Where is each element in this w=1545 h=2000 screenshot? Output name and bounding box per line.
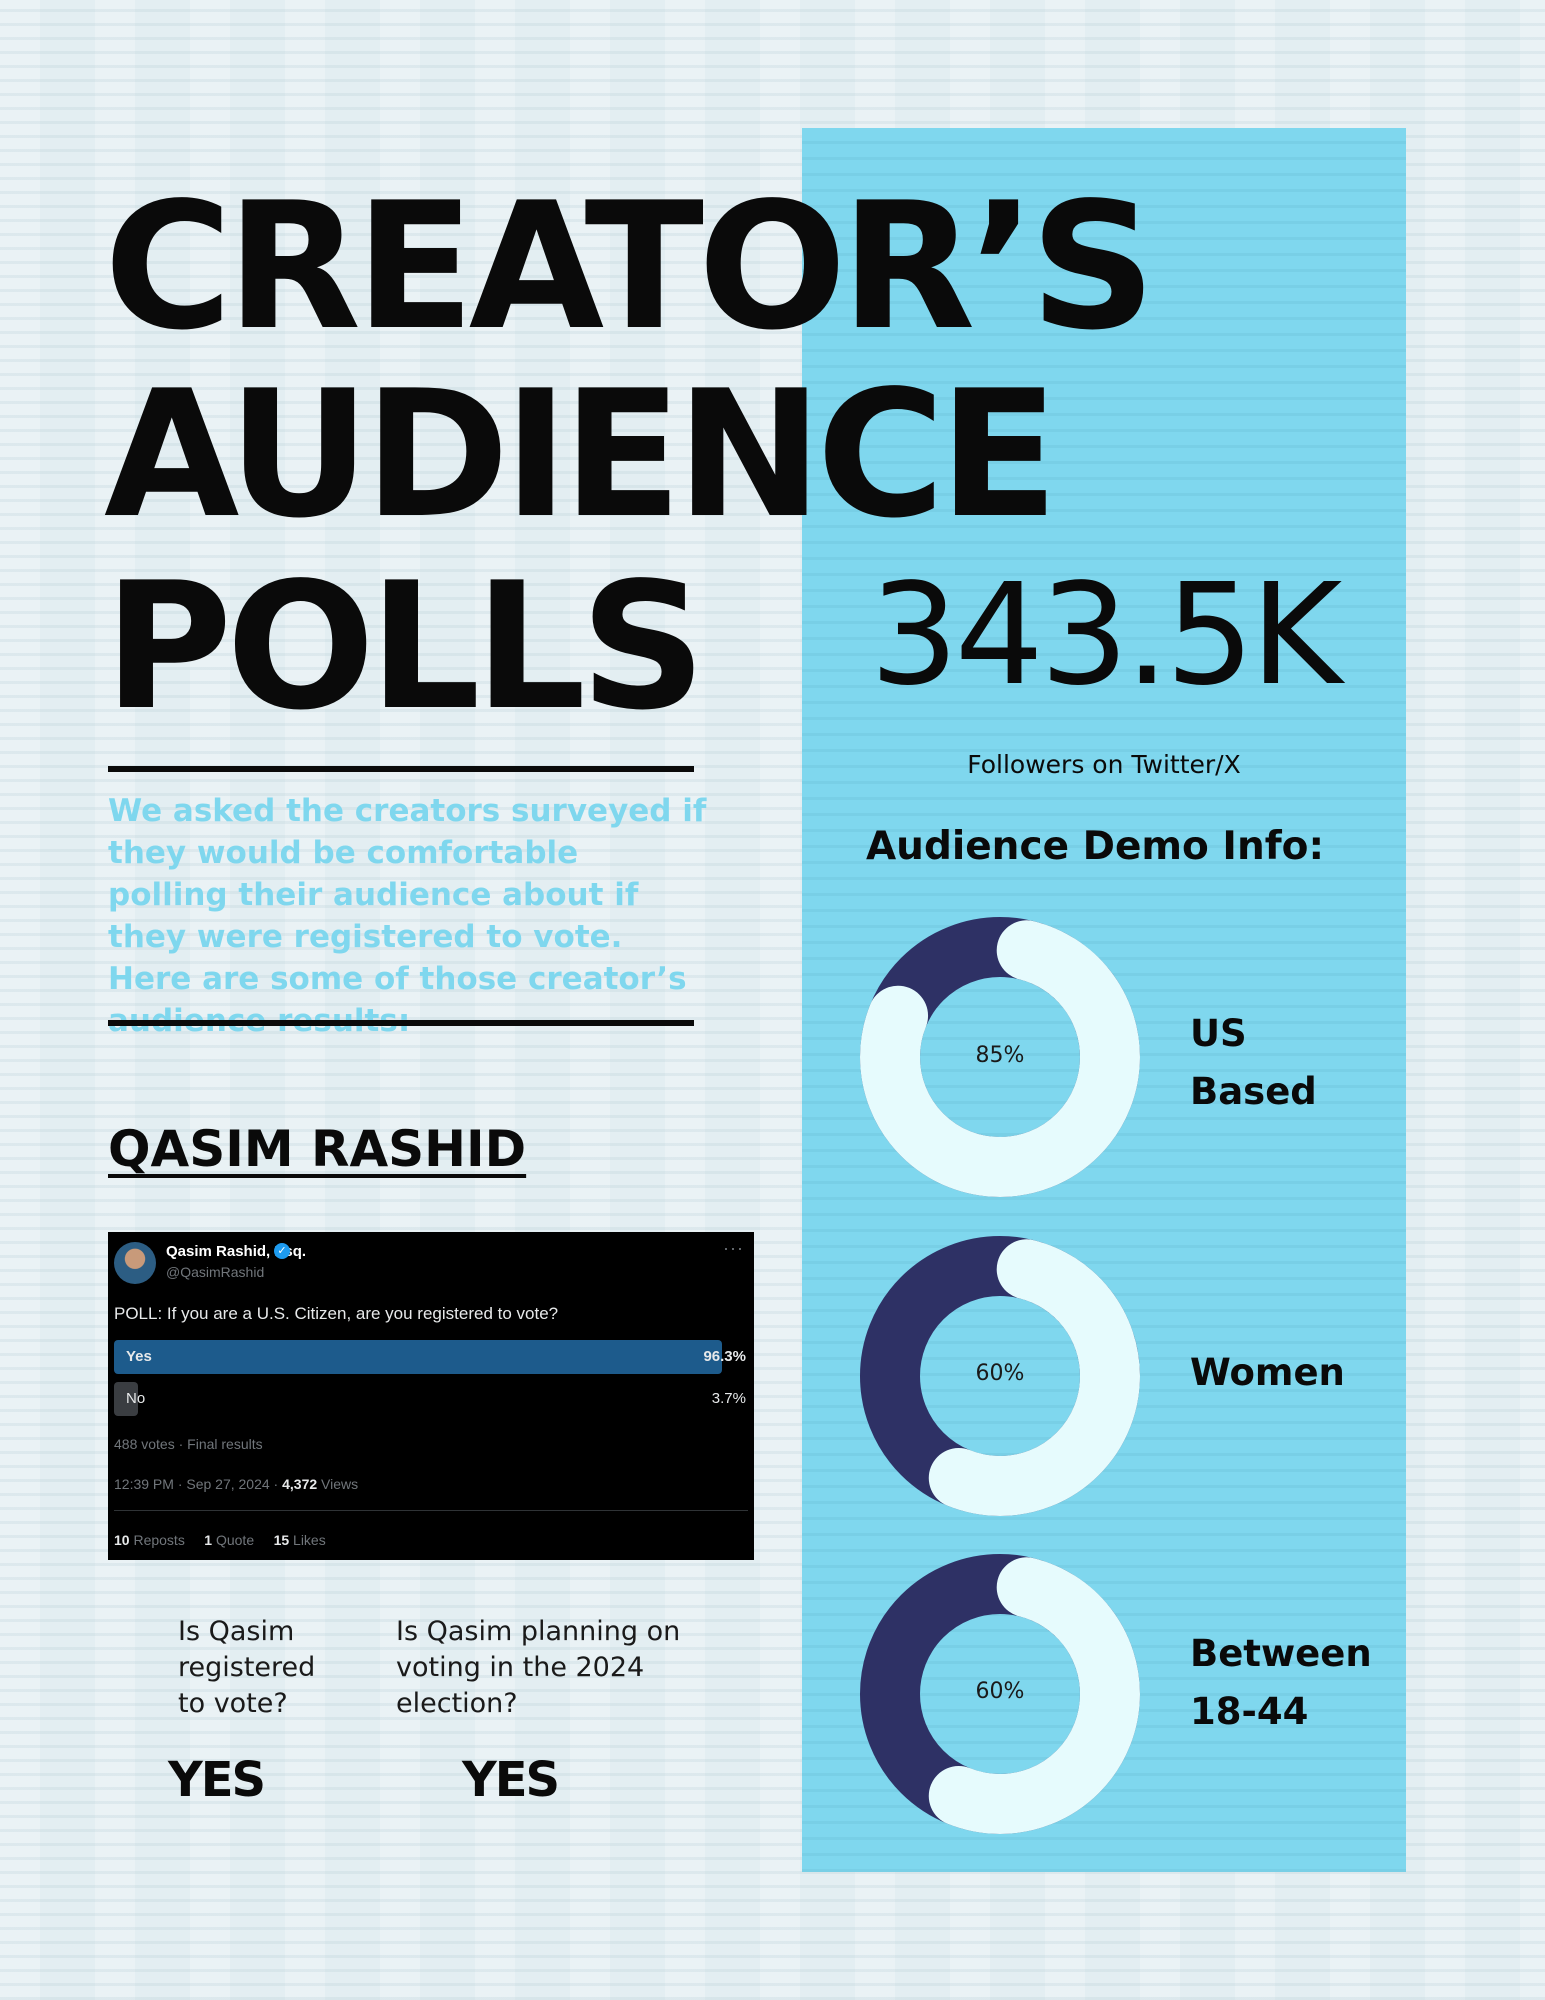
tweet-handle: @QasimRashid xyxy=(166,1264,265,1280)
headline-line-2: AUDIENCE xyxy=(104,354,1059,557)
headline-line-1: CREATOR’S xyxy=(104,166,1156,369)
reposts-label: Reposts xyxy=(129,1532,185,1548)
verified-badge-icon: ✓ xyxy=(274,1243,290,1259)
follower-count: 343.5K xyxy=(869,554,1343,717)
donut-label-age: 60% xyxy=(975,1679,1025,1704)
headline-line-3: POLLS xyxy=(104,546,706,749)
donut-value-arc xyxy=(860,1236,1140,1516)
poll-option-yes-label: Yes xyxy=(126,1348,152,1365)
poll-bar-yes xyxy=(114,1340,722,1374)
poll-votes: 488 votes · Final results xyxy=(114,1436,263,1452)
likes-label: Likes xyxy=(289,1532,326,1548)
donut-value-arc xyxy=(860,1554,1140,1834)
question-voting: Is Qasim planning on voting in the 2024 … xyxy=(396,1616,681,1719)
tweet-views-count: 4,372 xyxy=(282,1476,318,1492)
divider-top xyxy=(108,766,694,772)
demo-label-women: Women xyxy=(1190,1351,1345,1394)
follower-label: Followers on Twitter/X xyxy=(967,750,1241,779)
poll-option-yes-percent: 96.3% xyxy=(703,1348,746,1365)
tweet-views-label: Views xyxy=(317,1476,359,1492)
divider-bottom xyxy=(108,1020,694,1026)
reposts-count: 10 xyxy=(114,1532,130,1548)
poll-bar-no xyxy=(114,1382,138,1416)
tweet-timestamp: 12:39 PM · Sep 27, 2024 · 4,372 Views xyxy=(114,1476,358,1492)
avatar xyxy=(114,1242,156,1284)
answer-registered: YES xyxy=(168,1752,266,1808)
poll-question: POLL: If you are a U.S. Citizen, are you… xyxy=(114,1304,559,1323)
poll-option-no-percent: 3.7% xyxy=(711,1390,746,1407)
quotes-label: Quote xyxy=(212,1532,255,1548)
poll-option-no-label: No xyxy=(126,1390,146,1407)
creator-name: QASIM RASHID xyxy=(108,1120,527,1178)
donut-chart-age xyxy=(860,1554,1140,1834)
donut-chart-women xyxy=(860,1236,1140,1516)
donut-label-us-based: 85% xyxy=(975,1043,1025,1068)
tweet-stats: 10 Reposts 1 Quote 15 Likes xyxy=(114,1532,326,1548)
quotes-count: 1 xyxy=(204,1532,213,1548)
demo-label-age: Between 18-44 xyxy=(1190,1632,1372,1733)
more-options-icon: ··· xyxy=(723,1238,744,1258)
tweet-divider xyxy=(114,1510,748,1511)
demo-label-us-based: US Based xyxy=(1190,1012,1317,1113)
answer-voting: YES xyxy=(462,1752,560,1808)
demo-title: Audience Demo Info: xyxy=(866,824,1325,869)
intro-text: We asked the creators surveyed if they w… xyxy=(108,793,707,1039)
tweet-author-name: Qasim Rashid, Esq. xyxy=(166,1243,307,1260)
likes-count: 15 xyxy=(273,1532,290,1548)
poll-tweet-screenshot: Qasim Rashid, Esq. ✓ @QasimRashid ··· PO… xyxy=(108,1232,754,1560)
donut-value-arc xyxy=(860,917,1140,1197)
donut-chart-us-based xyxy=(860,917,1140,1197)
tweet-time: 12:39 PM · Sep 27, 2024 · xyxy=(114,1476,283,1492)
question-registered: Is Qasim registered to vote? xyxy=(178,1616,316,1719)
donut-label-women: 60% xyxy=(975,1361,1025,1386)
